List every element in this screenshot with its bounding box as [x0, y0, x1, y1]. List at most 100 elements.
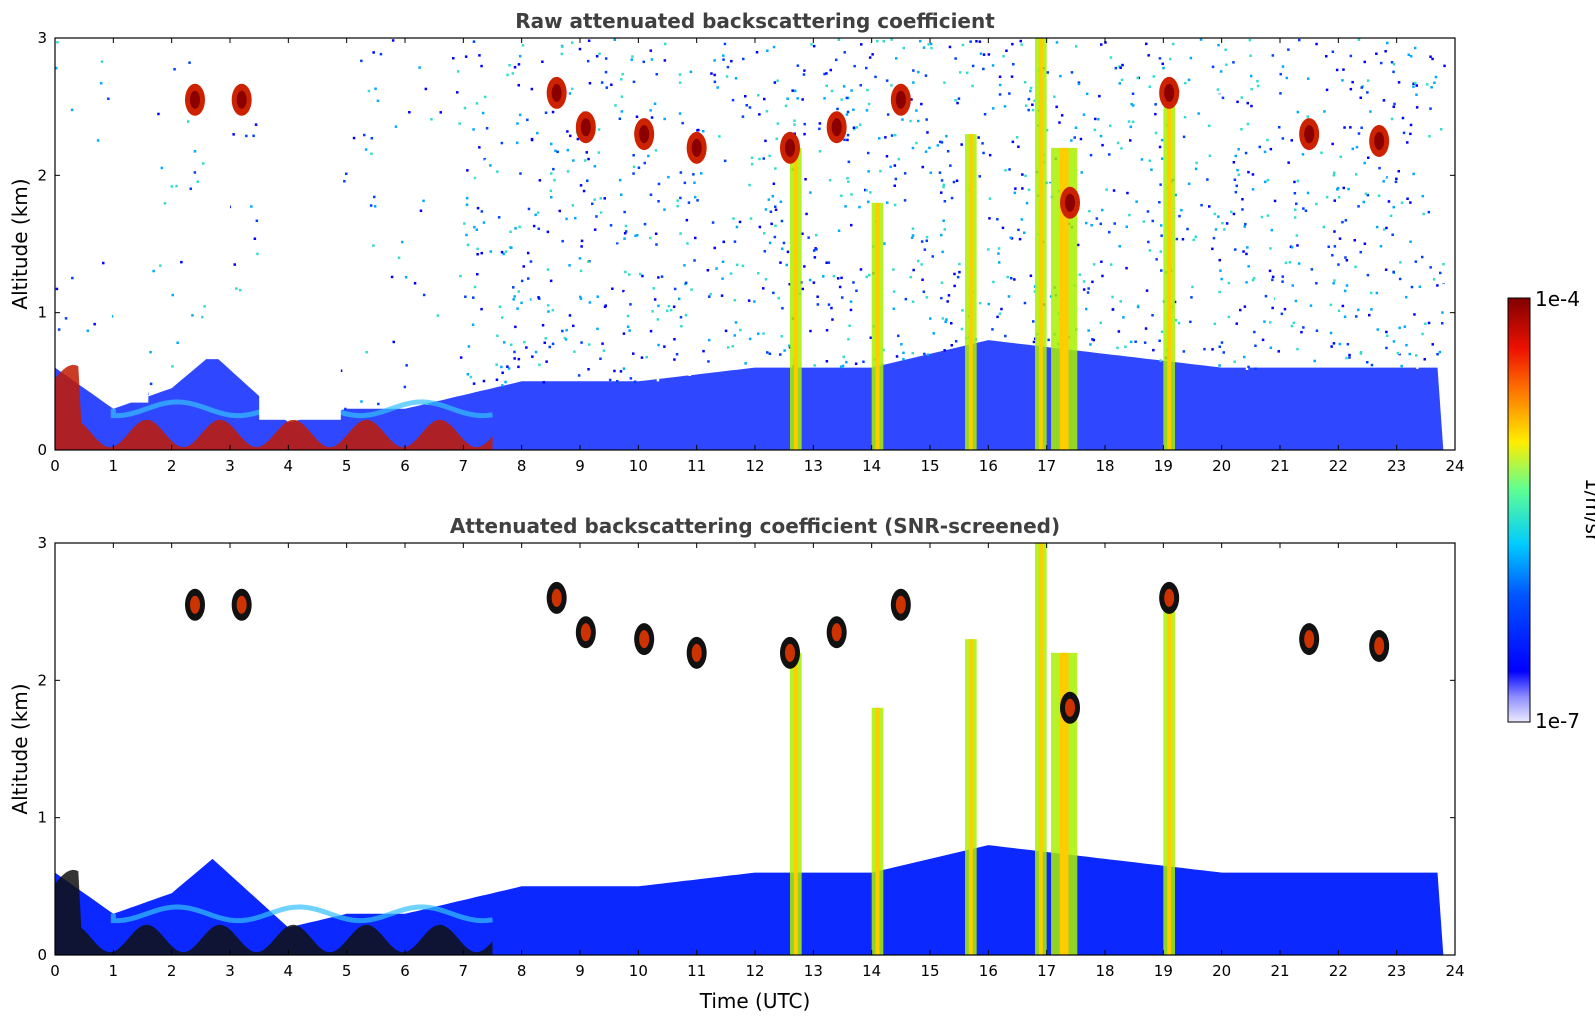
speckle-pixel — [1366, 79, 1370, 82]
speckle-pixel — [684, 314, 688, 317]
speckle-pixel — [407, 153, 410, 156]
speckle-pixel — [64, 317, 68, 320]
speckle-pixel — [1337, 309, 1341, 312]
speckle-pixel — [673, 287, 677, 291]
speckle-pixel — [664, 198, 667, 201]
speckle-pixel — [910, 236, 914, 239]
speckle-pixel — [1018, 237, 1022, 241]
speckle-pixel — [488, 158, 491, 161]
speckle-pixel — [868, 56, 872, 59]
speckle-pixel — [913, 51, 916, 55]
cloud-core — [190, 90, 200, 109]
speckle-pixel — [646, 189, 650, 192]
speckle-pixel — [902, 351, 905, 355]
speckle-pixel — [902, 357, 905, 361]
speckle-pixel — [1399, 120, 1402, 123]
speckle-pixel — [781, 247, 784, 250]
speckle-pixel — [1322, 144, 1326, 148]
speckle-pixel — [678, 73, 682, 76]
speckle-pixel — [616, 380, 619, 383]
speckle-pixel — [866, 88, 869, 92]
speckle-pixel — [616, 244, 619, 247]
speckle-pixel — [829, 68, 832, 72]
speckle-pixel — [1023, 91, 1027, 95]
speckle-pixel — [394, 400, 398, 404]
speckle-pixel — [1394, 180, 1398, 184]
speckle-pixel — [822, 275, 825, 278]
speckle-pixel — [1264, 180, 1267, 184]
speckle-pixel — [1382, 99, 1386, 102]
speckle-pixel — [514, 325, 517, 329]
speckle-pixel — [1177, 321, 1181, 325]
speckle-pixel — [620, 110, 624, 113]
speckle-pixel — [413, 282, 417, 285]
speckle-pixel — [1392, 205, 1395, 209]
speckle-pixel — [196, 180, 199, 183]
speckle-pixel — [586, 179, 589, 182]
speckle-pixel — [791, 89, 794, 92]
speckle-pixel — [722, 58, 725, 61]
speckle-pixel — [1278, 126, 1281, 129]
speckle-pixel — [1232, 356, 1235, 359]
speckle-pixel — [1082, 288, 1086, 291]
speckle-pixel — [1305, 216, 1309, 219]
speckle-pixel — [1248, 38, 1252, 42]
speckle-pixel — [1003, 105, 1007, 108]
speckle-pixel — [656, 378, 660, 382]
speckle-pixel — [587, 39, 591, 42]
speckle-pixel — [756, 287, 759, 290]
speckle-pixel — [1247, 265, 1250, 268]
speckle-pixel — [663, 117, 666, 121]
speckle-pixel — [609, 224, 613, 227]
speckle-pixel — [1323, 51, 1327, 55]
speckle-pixel — [878, 137, 881, 140]
speckle-pixel — [1058, 121, 1061, 124]
speckle-pixel — [1392, 270, 1395, 274]
speckle-pixel — [845, 96, 849, 100]
speckle-pixel — [466, 243, 470, 247]
speckle-pixel — [484, 165, 488, 168]
speckle-pixel — [1091, 280, 1094, 284]
speckle-pixel — [837, 229, 841, 232]
cloud-core — [691, 138, 702, 157]
speckle-pixel — [840, 276, 843, 280]
speckle-pixel — [1174, 282, 1178, 285]
speckle-pixel — [255, 219, 259, 222]
speckle-pixel — [183, 77, 186, 81]
speckle-pixel — [1050, 133, 1054, 136]
speckle-pixel — [73, 86, 77, 90]
speckle-pixel — [1378, 166, 1381, 170]
speckle-pixel — [923, 248, 927, 251]
speckle-pixel — [823, 97, 826, 100]
speckle-pixel — [599, 197, 602, 200]
speckle-pixel — [934, 147, 937, 150]
speckle-pixel — [1158, 57, 1162, 60]
speckle-pixel — [1227, 315, 1231, 319]
speckle-pixel — [1090, 168, 1094, 171]
speckle-pixel — [554, 149, 557, 153]
speckle-pixel — [1218, 211, 1222, 214]
speckle-pixel — [641, 274, 644, 278]
speckle-pixel — [685, 218, 689, 222]
speckle-pixel — [837, 38, 841, 41]
speckle-pixel — [1401, 116, 1405, 120]
speckle-pixel — [733, 299, 737, 302]
speckle-pixel — [774, 205, 777, 208]
speckle-pixel — [943, 228, 946, 231]
speckle-pixel — [713, 80, 717, 84]
speckle-pixel — [744, 133, 747, 137]
speckle-pixel — [801, 287, 804, 291]
x-tick-label: 18 — [1095, 962, 1114, 980]
speckle-pixel — [1011, 284, 1014, 287]
speckle-pixel — [1025, 201, 1029, 205]
speckle-pixel — [1398, 277, 1402, 281]
speckle-pixel — [684, 281, 688, 285]
speckle-pixel — [998, 83, 1002, 87]
speckle-pixel — [763, 250, 767, 253]
speckle-pixel — [1271, 306, 1274, 310]
speckle-pixel — [253, 237, 257, 240]
speckle-pixel — [1269, 321, 1272, 324]
speckle-pixel — [1368, 181, 1372, 185]
speckle-pixel — [611, 182, 614, 185]
speckle-pixel — [953, 272, 956, 276]
